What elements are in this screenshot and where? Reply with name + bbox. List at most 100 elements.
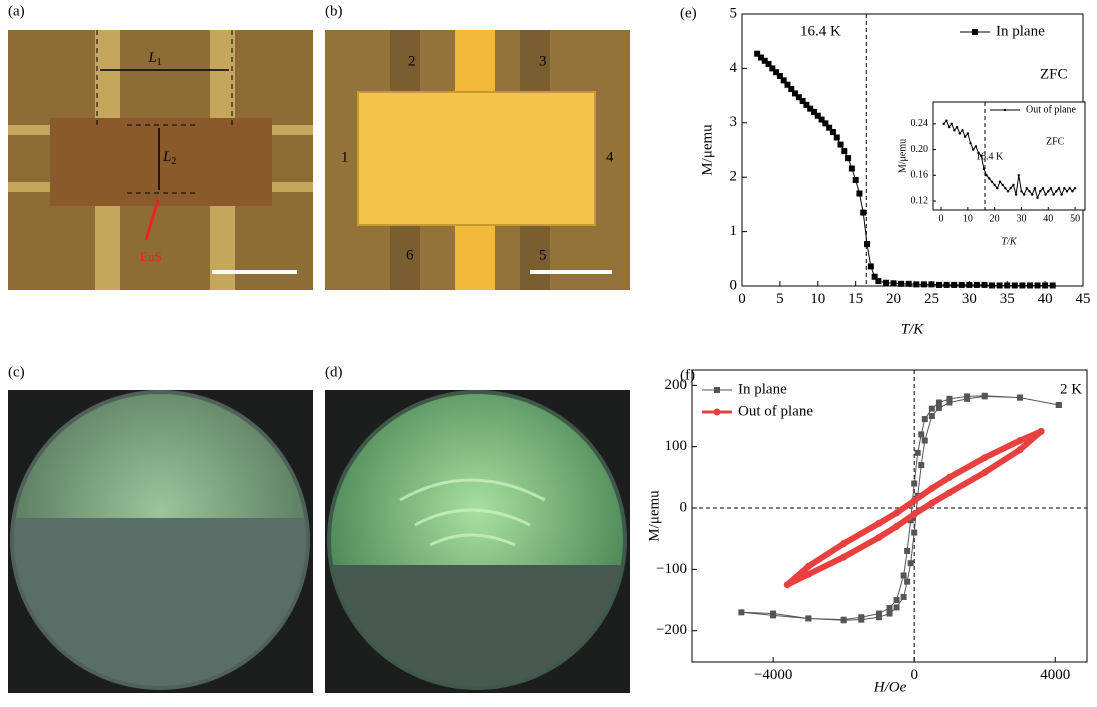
marker (1023, 193, 1025, 195)
marker (922, 438, 928, 444)
marker (1017, 395, 1023, 401)
marker (1060, 193, 1062, 195)
marker (1031, 193, 1033, 195)
marker (981, 454, 988, 461)
x-tick-label: 10 (810, 291, 825, 307)
marker (841, 617, 847, 623)
marker (876, 614, 882, 620)
marker (860, 210, 866, 216)
marker (946, 489, 953, 496)
electrode-label: 4 (606, 149, 614, 165)
marker (1042, 187, 1044, 189)
marker (936, 400, 942, 406)
marker (981, 282, 987, 288)
marker (918, 462, 924, 468)
marker (875, 278, 881, 284)
x-tick-label: 25 (924, 291, 939, 307)
marker (856, 191, 862, 197)
photo-c (8, 390, 313, 698)
marker (1002, 184, 1004, 186)
marker (993, 184, 995, 186)
marker (1056, 402, 1062, 408)
marker (943, 123, 945, 125)
marker (944, 282, 950, 288)
marker (840, 554, 847, 561)
y-tick-label: −100 (656, 561, 687, 577)
annotation: ZFC (1040, 66, 1068, 82)
marker (840, 540, 847, 547)
marker (883, 280, 889, 286)
x-tick-label: 45 (1076, 291, 1091, 307)
marker (928, 281, 934, 287)
electrode-label: 2 (408, 53, 416, 69)
legend-marker (1004, 109, 1006, 111)
marker (1038, 428, 1045, 435)
legend-label: Out of plane (1026, 104, 1077, 115)
marker (805, 563, 812, 570)
photo-d (325, 390, 630, 695)
marker (915, 450, 921, 456)
electrode-label: 1 (341, 149, 349, 165)
y-tick-label: 5 (730, 5, 738, 21)
y-tick-label: 0 (680, 499, 688, 515)
y-tick-label: 4 (730, 60, 738, 76)
marker (1034, 187, 1036, 189)
y-tick-label: −200 (656, 622, 687, 638)
marker (901, 573, 907, 579)
photo-b: 2 1 3 4 5 6 (325, 30, 630, 290)
marker (964, 396, 970, 402)
marker (1026, 187, 1028, 189)
marker (805, 571, 812, 578)
marker (1066, 190, 1068, 192)
marker (1055, 190, 1057, 192)
x-tick-label: 20 (886, 291, 901, 307)
marker (929, 406, 935, 412)
marker (959, 132, 961, 134)
marker (1039, 190, 1041, 192)
marker (951, 123, 953, 125)
marker (1028, 190, 1030, 192)
marker (999, 181, 1001, 183)
marker (1007, 190, 1009, 192)
y-tick-label: 2 (730, 169, 738, 185)
marker (1050, 187, 1052, 189)
marker (1016, 437, 1023, 444)
marker (936, 282, 942, 288)
marker (893, 523, 900, 530)
x-tick-label: 50 (1070, 213, 1080, 224)
x-tick-label: 5 (776, 291, 784, 307)
annotation: ZFC (1046, 136, 1065, 147)
legend-label: Out of plane (738, 403, 813, 419)
marker (1071, 190, 1073, 192)
marker (834, 134, 840, 140)
marker (770, 611, 776, 617)
marker (904, 548, 910, 554)
electrode-label: 6 (406, 247, 414, 263)
electrode-label: 5 (539, 247, 547, 263)
marker (1027, 282, 1033, 288)
annotation: 16.4 K (976, 151, 1004, 162)
marker (1074, 187, 1076, 189)
marker (946, 400, 952, 406)
marker (996, 187, 998, 189)
marker (1016, 446, 1023, 453)
marker (985, 174, 987, 176)
x-tick-label: 35 (1000, 291, 1015, 307)
marker (1018, 174, 1020, 176)
annotation: 16.4 K (800, 23, 841, 39)
marker (1036, 197, 1038, 199)
marker (784, 581, 791, 588)
marker (738, 609, 744, 615)
marker (838, 142, 844, 148)
legend-marker (972, 29, 978, 35)
marker (988, 177, 990, 179)
legend-marker (714, 387, 720, 393)
x-tick-label: −4000 (754, 667, 792, 683)
x-tick-label: 30 (962, 291, 977, 307)
panel-label: (c) (8, 364, 25, 380)
marker (921, 281, 927, 287)
x-tick-label: 4000 (1040, 667, 1070, 683)
marker (1069, 187, 1071, 189)
marker (948, 126, 950, 128)
y-tick-label: 200 (665, 377, 688, 393)
